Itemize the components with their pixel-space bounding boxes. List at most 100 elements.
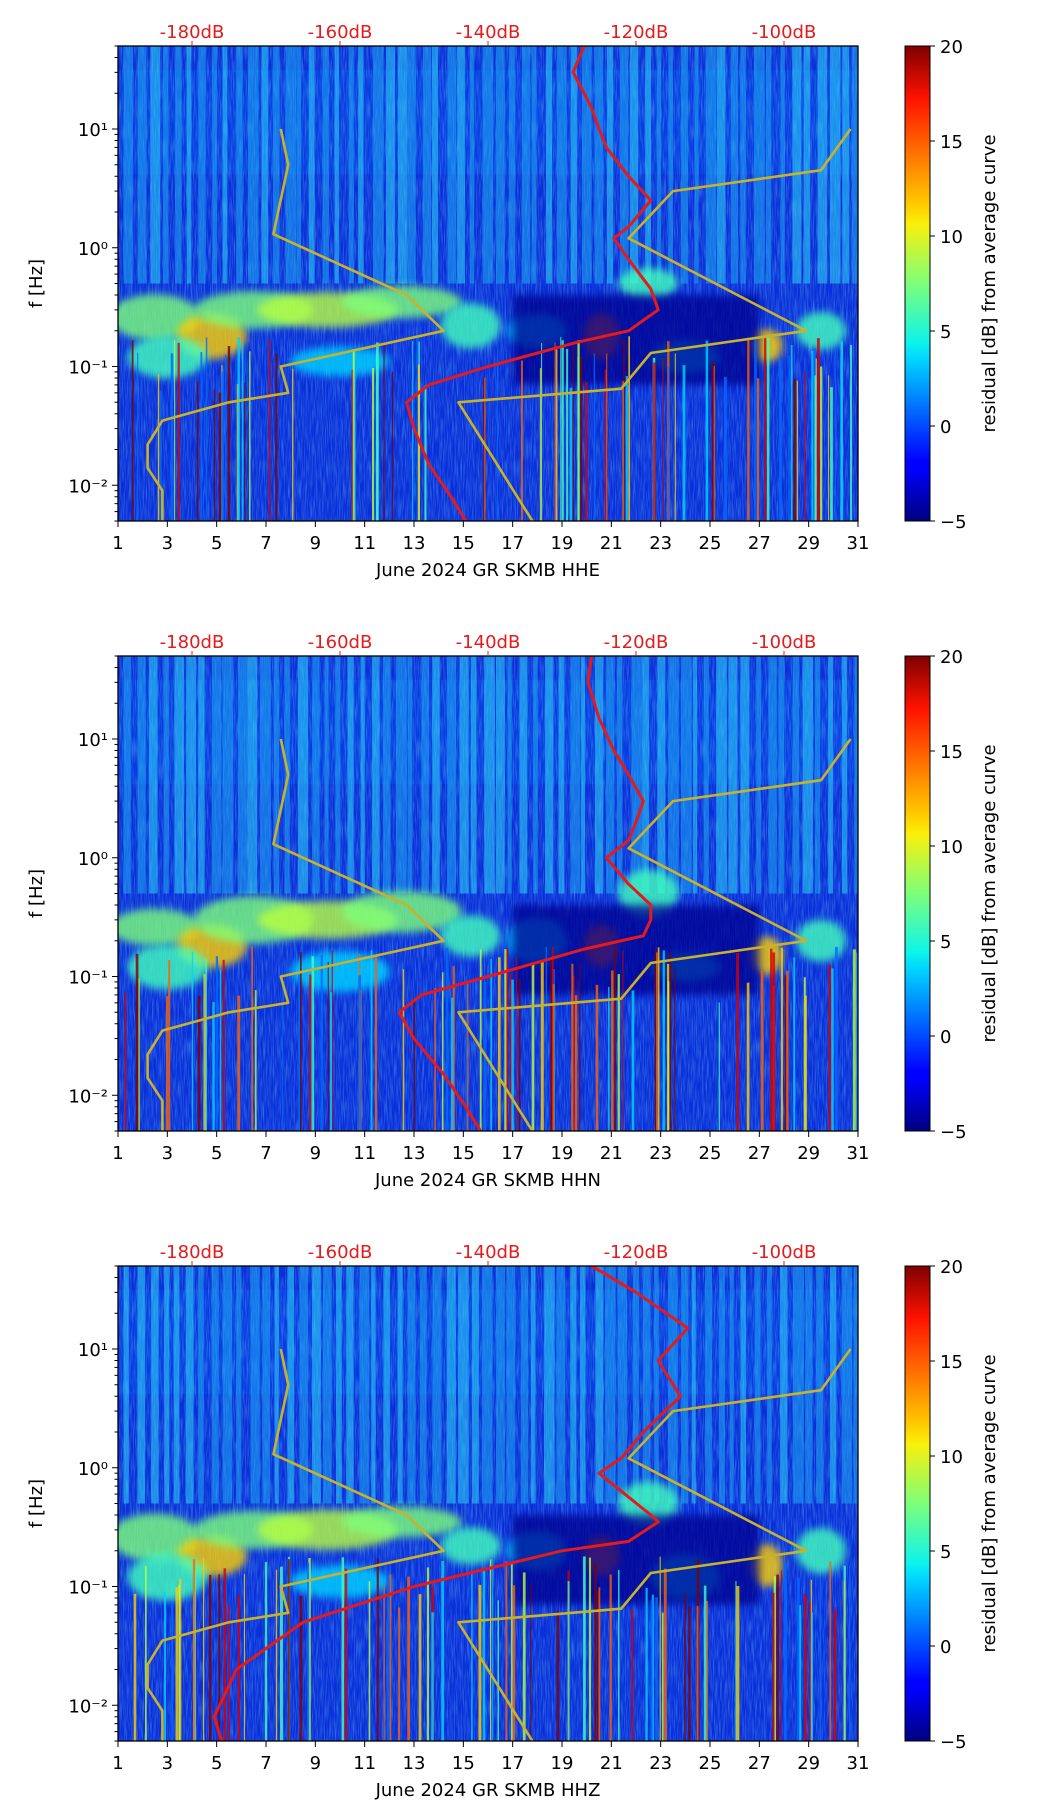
spectrogram-streak	[680, 656, 692, 894]
spectrogram-streak	[173, 1266, 180, 1504]
spectrogram-microseism	[127, 944, 208, 990]
spectrogram-streak	[137, 46, 147, 284]
y-tick-label: 10¹	[78, 730, 108, 751]
spectrogram-streak	[765, 46, 772, 284]
top-axis-db-label: -180dB	[160, 22, 225, 43]
colorbar-tick-label: 20	[940, 1257, 963, 1278]
colorbar-gradient	[904, 1265, 931, 1742]
spectrogram-streak	[222, 46, 228, 284]
spectrogram-streak	[482, 1266, 493, 1504]
colorbar-tick-label: 15	[940, 1352, 963, 1373]
top-axis-db-label: -160dB	[308, 22, 373, 43]
colorbar-tick-label: 5	[940, 322, 951, 343]
colorbar-title: residual [dB] from average curve	[979, 1354, 1000, 1652]
spectrogram-streak	[729, 1266, 734, 1504]
spectrogram-streak	[151, 1266, 159, 1504]
colorbar-tick-label: −5	[940, 1122, 967, 1143]
spectrogram-streak	[533, 656, 538, 894]
x-tick-label: 3	[162, 533, 173, 554]
x-tick-label: 13	[403, 1753, 426, 1774]
spectrogram-streak	[506, 1266, 516, 1504]
spectrogram-streak	[841, 1266, 853, 1504]
top-axis-db-label: -140dB	[456, 1242, 521, 1263]
top-axis-db-label: -100dB	[752, 22, 817, 43]
x-tick-label: 15	[452, 1143, 475, 1164]
spectrogram-streak	[447, 46, 457, 284]
top-axis-db-label: -120dB	[604, 1242, 669, 1263]
spectrogram-streak	[617, 1266, 628, 1504]
spectrogram-streak	[471, 1266, 479, 1504]
spectrogram-streak	[780, 46, 785, 284]
spectrogram-streak	[694, 46, 699, 284]
colorbar-tick-label: 5	[940, 932, 951, 953]
spectrogram-streak	[237, 656, 248, 894]
spectrogram-streak	[594, 656, 604, 894]
spectrogram-streak	[816, 1266, 824, 1504]
spectrogram-streak	[582, 46, 592, 284]
spectrogram-streak	[705, 1266, 712, 1504]
spectrogram-streak	[530, 1266, 536, 1504]
spectrogram-streak	[347, 656, 354, 894]
spectrogram-streak	[432, 1266, 442, 1504]
spectrogram-streak	[556, 46, 567, 284]
x-tick-label: 11	[353, 533, 376, 554]
spectrogram-microseism	[796, 311, 846, 350]
spectrogram-streak	[716, 46, 726, 284]
x-tick-label: 23	[649, 1753, 672, 1774]
x-axis-title: June 2024 GR SKMB HHN	[374, 1170, 601, 1191]
x-tick-label: 17	[501, 1143, 524, 1164]
spectrogram-streak	[359, 1266, 370, 1504]
top-axis-db-label: -140dB	[456, 22, 521, 43]
spectrogram-streak	[222, 1266, 233, 1504]
top-axis-db-label: -160dB	[308, 632, 373, 653]
low-noise-model-line	[146, 128, 445, 521]
spectrogram-streak	[570, 656, 581, 894]
spectrogram-microseism	[290, 951, 390, 993]
spectrogram-microseism	[341, 891, 462, 933]
spectrogram-streak	[175, 46, 182, 284]
x-tick-label: 17	[501, 533, 524, 554]
high-noise-model-line	[457, 738, 852, 1131]
x-tick-label: 9	[310, 1753, 321, 1774]
spectrogram-microseism	[127, 1553, 208, 1601]
spectrogram-streak	[236, 46, 243, 284]
spectrogram-streak	[668, 656, 679, 894]
x-tick-label: 13	[403, 533, 426, 554]
high-noise-model-line	[457, 1348, 852, 1741]
spectrogram-streak	[580, 1266, 586, 1504]
x-tick-label: 7	[260, 1753, 271, 1774]
spectrogram-streak	[285, 46, 297, 284]
spectrogram-streak	[163, 656, 169, 894]
y-tick-label: 10⁰	[78, 849, 108, 870]
spectrogram-streak	[668, 46, 674, 284]
spectrogram-streak	[616, 656, 623, 894]
spectrogram-streak	[336, 1266, 342, 1504]
spectrogram-streak	[358, 46, 364, 284]
spectrogram-streak	[802, 656, 813, 894]
spectrogram-streak	[851, 46, 858, 284]
top-axis-db-label: -120dB	[604, 22, 669, 43]
x-tick-label: 11	[353, 1143, 376, 1164]
y-tick-label: 10⁻²	[68, 1086, 108, 1107]
x-tick-label: 27	[748, 533, 771, 554]
spectrogram-streak	[703, 656, 709, 894]
spectrogram-streak	[482, 46, 494, 284]
psd-median-line	[405, 46, 660, 521]
spectrogram-streak	[272, 46, 280, 284]
spectrogram-streak	[348, 46, 354, 284]
spectrogram-microseism	[290, 346, 390, 377]
spectrogram-streak	[383, 1266, 390, 1504]
spectrogram-streak	[740, 46, 746, 284]
x-tick-label: 31	[847, 1753, 870, 1774]
x-tick-label: 17	[501, 1753, 524, 1774]
colorbar: 20 15 10 5 0 −5 residual [dB] from average cur…	[904, 37, 1000, 533]
spectrogram-streak	[507, 656, 512, 894]
spectrogram-streak	[545, 656, 554, 894]
spectrogram-streak	[261, 46, 269, 284]
colorbar-title: residual [dB] from average curve	[979, 744, 1000, 1042]
spectrogram-streak	[312, 656, 320, 894]
colorbar-title: residual [dB] from average curve	[979, 134, 1000, 432]
spectrogram-streak	[740, 656, 750, 894]
